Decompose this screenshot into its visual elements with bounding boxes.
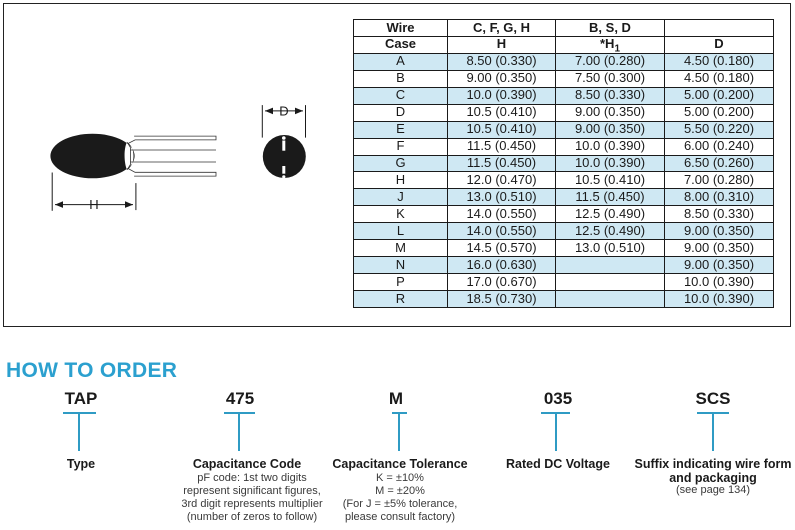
svg-text:D: D <box>279 103 288 118</box>
svg-text:H: H <box>89 197 98 212</box>
